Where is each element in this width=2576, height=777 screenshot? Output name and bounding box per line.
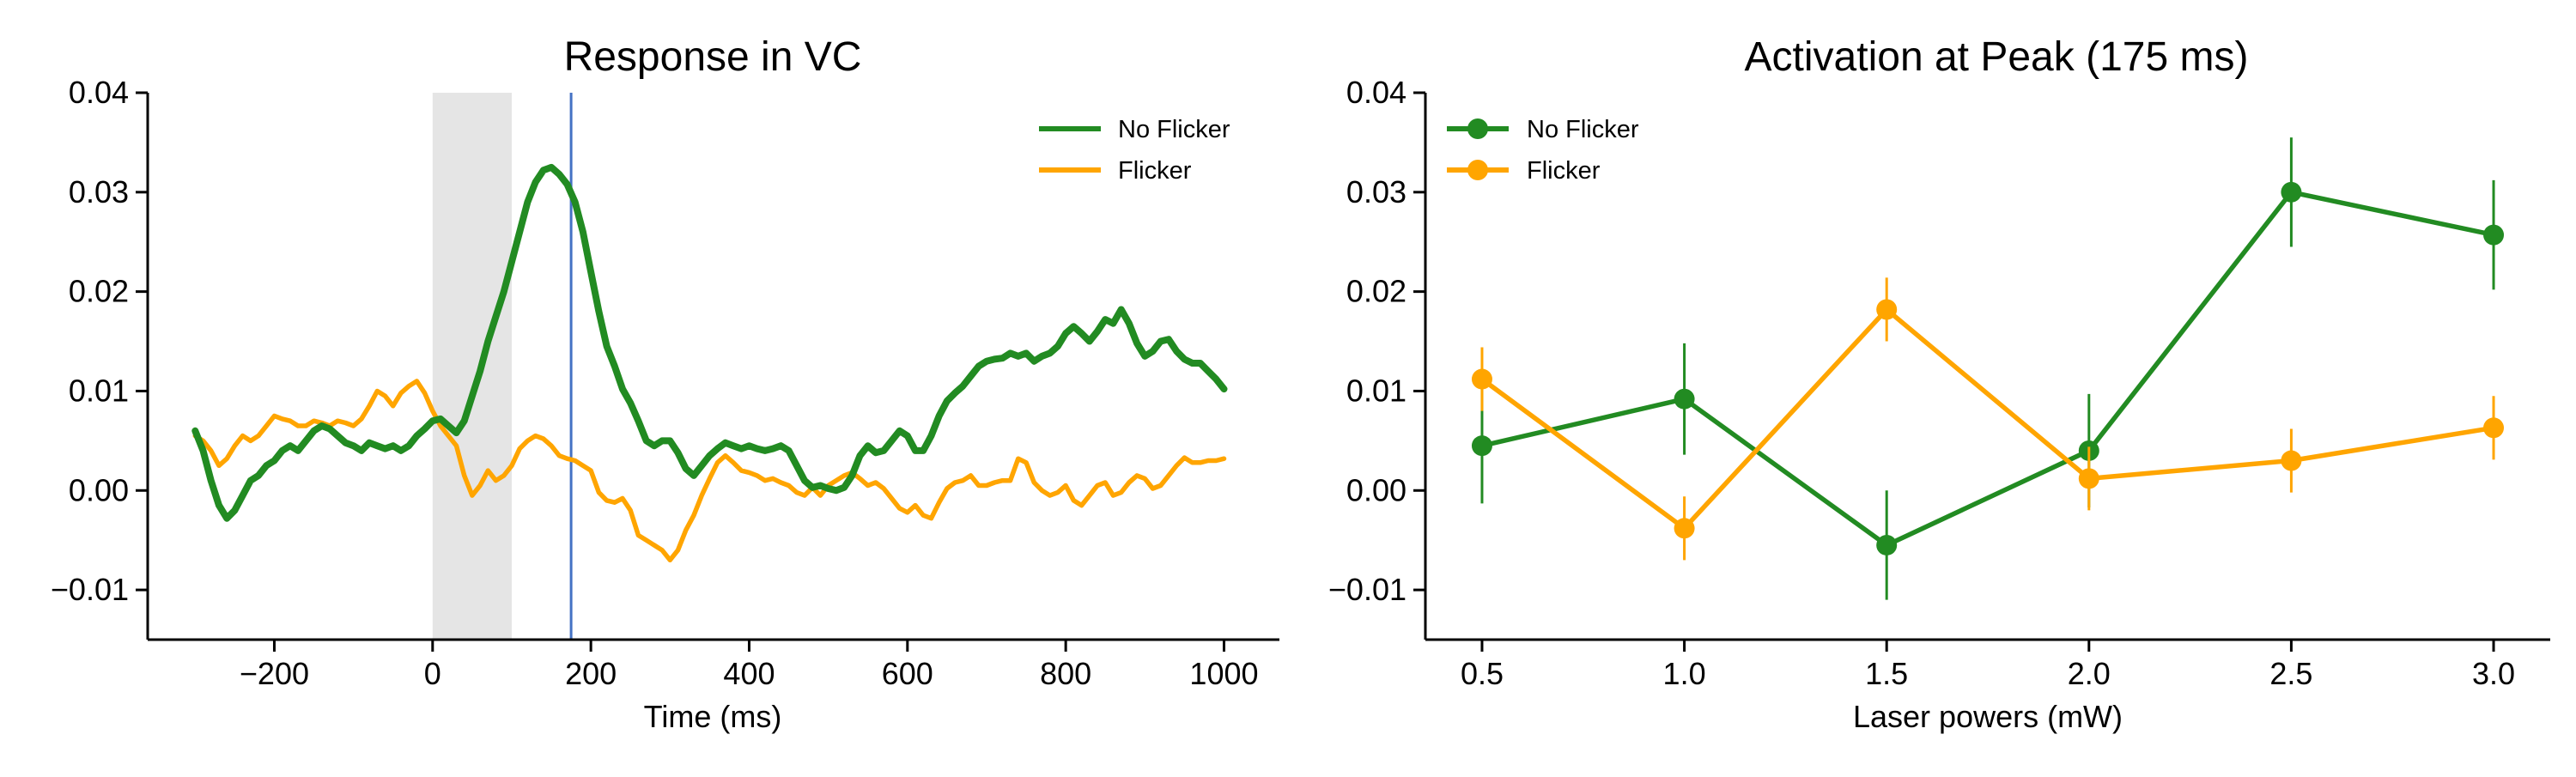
x-tick-label: 600 — [882, 656, 933, 691]
y-tick-label: 0.00 — [69, 472, 129, 507]
x-tick-label: −200 — [240, 656, 309, 691]
legend: No Flicker Flicker — [1039, 116, 1230, 185]
legend: No Flicker Flicker — [1447, 116, 1639, 185]
flicker-data-point — [2483, 417, 2505, 439]
no-flicker-data-point — [1471, 435, 1492, 457]
axes-layer: −0.01 0.00 0.01 0.02 0.03 0.04 0.5 1.0 1.5 2.0 2.5… — [1328, 75, 2550, 691]
stimulus-shaded-region — [432, 93, 512, 640]
flicker-series-line — [1480, 307, 2494, 531]
legend-marker — [1467, 118, 1488, 139]
flicker-series-line — [192, 379, 1227, 563]
flicker-data-point — [1674, 518, 1695, 539]
y-tick-label: 0.03 — [69, 174, 129, 209]
x-tick-label: 200 — [565, 656, 617, 691]
legend-label: No Flicker — [1118, 116, 1230, 143]
series-layer — [191, 163, 1228, 563]
y-tick-label: 0.03 — [1346, 174, 1406, 209]
response-in-vc-panel: Response in VC Time (ms) −0.01 0.00 0.01 0.… — [51, 34, 1279, 734]
chart-title: Activation at Peak (175 ms) — [1745, 34, 2249, 80]
legend-marker — [1467, 160, 1488, 180]
y-tick-label: 0.02 — [1346, 274, 1406, 309]
no-flicker-series-line — [1481, 190, 2494, 548]
y-tick-label: 0.04 — [69, 75, 129, 110]
legend-label: Flicker — [1118, 157, 1192, 185]
no-flicker-series-line — [191, 163, 1228, 522]
x-axis-label: Laser powers (mW) — [1853, 699, 2123, 734]
flicker-data-point — [2078, 468, 2099, 489]
legend-label: No Flicker — [1527, 116, 1639, 143]
chart-title: Response in VC — [564, 34, 862, 80]
x-tick-label: 2.0 — [2068, 656, 2111, 691]
no-flicker-data-point — [1674, 388, 1695, 410]
x-tick-label: 1.5 — [1865, 656, 1908, 691]
y-tick-label: 0.01 — [69, 373, 129, 408]
x-tick-label: 1.0 — [1663, 656, 1706, 691]
flicker-data-point — [1471, 368, 1492, 390]
no-flicker-data-point — [2483, 224, 2505, 246]
x-axis-label: Time (ms) — [644, 699, 782, 734]
stimulus-shaded-region-layer — [432, 93, 512, 640]
y-tick-label: 0.01 — [1346, 373, 1406, 408]
y-tick-label: −0.01 — [1328, 572, 1406, 607]
x-tick-label: 800 — [1040, 656, 1091, 691]
y-tick-label: −0.01 — [51, 572, 129, 607]
x-tick-label: 2.5 — [2269, 656, 2312, 691]
x-tick-label: 0.5 — [1461, 656, 1504, 691]
y-tick-label: 0.04 — [1346, 75, 1406, 110]
flicker-data-point — [2281, 450, 2302, 471]
axes-layer: −0.01 0.00 0.01 0.02 0.03 0.04 −200 0 200 400 600 8… — [51, 75, 1279, 691]
no-flicker-data-point — [2281, 181, 2302, 203]
x-tick-label: 0 — [424, 656, 441, 691]
x-tick-label: 1000 — [1189, 656, 1258, 691]
x-tick-label: 400 — [723, 656, 775, 691]
flicker-data-point — [1876, 299, 1898, 320]
series-layer — [1471, 137, 2505, 600]
y-tick-label: 0.00 — [1346, 472, 1406, 507]
activation-at-peak-panel: Activation at Peak (175 ms) Laser powers… — [1328, 34, 2550, 734]
no-flicker-data-point — [1876, 534, 1898, 555]
y-tick-label: 0.02 — [69, 274, 129, 309]
x-tick-label: 3.0 — [2472, 656, 2515, 691]
legend-label: Flicker — [1527, 157, 1601, 185]
